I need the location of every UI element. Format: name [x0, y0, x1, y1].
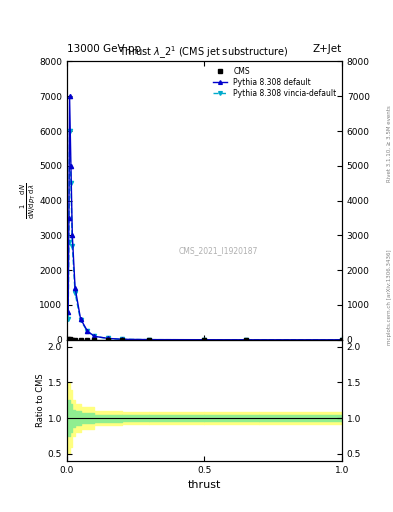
- Pythia 8.308 vincia-default: [85, 328, 90, 334]
- X-axis label: thrust: thrust: [188, 480, 221, 490]
- CMS: [119, 337, 124, 343]
- Pythia 8.308 vincia-default: [106, 335, 110, 342]
- Pythia 8.308 default: [119, 336, 124, 343]
- Pythia 8.308 vincia-default: [66, 239, 71, 245]
- CMS: [78, 337, 83, 343]
- CMS: [67, 336, 72, 343]
- Pythia 8.308 default: [66, 309, 71, 315]
- Pythia 8.308 vincia-default: [68, 180, 73, 186]
- Legend: CMS, Pythia 8.308 default, Pythia 8.308 vincia-default: CMS, Pythia 8.308 default, Pythia 8.308 …: [212, 65, 338, 99]
- Pythia 8.308 vincia-default: [243, 337, 248, 343]
- CMS: [106, 337, 110, 343]
- Text: Z+Jet: Z+Jet: [313, 44, 342, 54]
- CMS: [65, 336, 70, 343]
- Pythia 8.308 default: [202, 337, 207, 343]
- Pythia 8.308 default: [243, 337, 248, 343]
- CMS: [340, 337, 344, 343]
- Pythia 8.308 vincia-default: [340, 337, 344, 343]
- Pythia 8.308 vincia-default: [202, 337, 207, 343]
- Pythia 8.308 default: [147, 336, 152, 343]
- Title: Thrust $\lambda\_2^1$ (CMS jet substructure): Thrust $\lambda\_2^1$ (CMS jet substruct…: [119, 45, 289, 61]
- Pythia 8.308 vincia-default: [73, 290, 77, 296]
- CMS: [243, 337, 248, 343]
- Pythia 8.308 default: [73, 285, 77, 291]
- CMS: [66, 336, 71, 343]
- Pythia 8.308 vincia-default: [78, 317, 83, 324]
- Text: 13000 GeV pp: 13000 GeV pp: [67, 44, 141, 54]
- Y-axis label: $\frac{1}{\mathrm{d}N/\mathrm{d}p_T}\frac{\mathrm{d}N}{\mathrm{d}\lambda}$: $\frac{1}{\mathrm{d}N/\mathrm{d}p_T}\fra…: [18, 182, 38, 219]
- CMS: [85, 337, 90, 343]
- Pythia 8.308 default: [106, 335, 110, 342]
- Pythia 8.308 vincia-default: [66, 316, 71, 322]
- CMS: [92, 337, 97, 343]
- CMS: [147, 337, 152, 343]
- Pythia 8.308 default: [340, 337, 344, 343]
- Pythia 8.308 default: [70, 232, 75, 239]
- Pythia 8.308 vincia-default: [119, 336, 124, 343]
- Pythia 8.308 vincia-default: [67, 128, 72, 134]
- Line: CMS: CMS: [66, 337, 343, 342]
- Pythia 8.308 default: [92, 333, 97, 339]
- CMS: [68, 336, 73, 343]
- Pythia 8.308 vincia-default: [147, 336, 152, 343]
- CMS: [73, 336, 77, 343]
- Pythia 8.308 default: [68, 163, 73, 169]
- Text: Rivet 3.1.10, ≥ 3.5M events: Rivet 3.1.10, ≥ 3.5M events: [387, 105, 391, 182]
- Line: Pythia 8.308 default: Pythia 8.308 default: [66, 94, 344, 342]
- Pythia 8.308 vincia-default: [70, 243, 75, 249]
- Pythia 8.308 vincia-default: [92, 333, 97, 339]
- Text: mcplots.cern.ch [arXiv:1306.3436]: mcplots.cern.ch [arXiv:1306.3436]: [387, 249, 391, 345]
- CMS: [70, 336, 75, 343]
- Pythia 8.308 default: [66, 215, 71, 221]
- Pythia 8.308 default: [85, 328, 90, 334]
- CMS: [202, 337, 207, 343]
- Pythia 8.308 default: [78, 316, 83, 322]
- Pythia 8.308 default: [67, 93, 72, 99]
- Line: Pythia 8.308 vincia-default: Pythia 8.308 vincia-default: [66, 129, 344, 342]
- Y-axis label: Ratio to CMS: Ratio to CMS: [36, 373, 45, 427]
- Text: CMS_2021_I1920187: CMS_2021_I1920187: [178, 246, 258, 255]
